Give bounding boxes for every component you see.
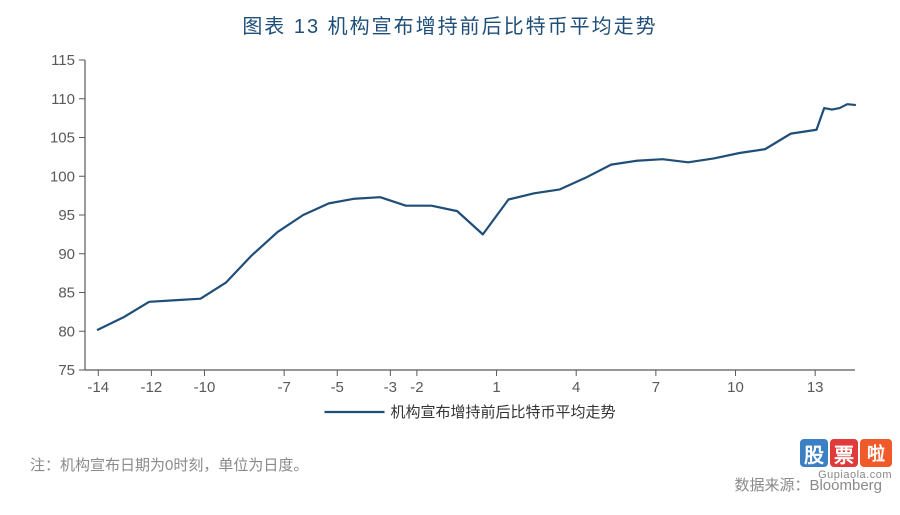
svg-text:95: 95 (58, 207, 75, 224)
svg-text:1: 1 (492, 379, 500, 396)
svg-text:10: 10 (727, 379, 744, 396)
watermark-char-2: 票 (830, 439, 858, 467)
svg-text:85: 85 (58, 285, 75, 302)
series-line (98, 104, 855, 330)
svg-text:90: 90 (58, 246, 75, 263)
svg-text:-5: -5 (331, 379, 344, 396)
svg-text:-2: -2 (410, 379, 423, 396)
chart-footnote: 注：机构宣布日期为0时刻，单位为日度。 (30, 454, 308, 475)
data-source: 数据来源：Bloomberg (734, 474, 882, 495)
svg-text:115: 115 (51, 52, 75, 69)
chart-container: 7580859095100105110115-14-12-10-7-5-3-21… (30, 50, 870, 430)
svg-text:105: 105 (50, 130, 75, 147)
svg-text:13: 13 (807, 379, 824, 396)
line-chart: 7580859095100105110115-14-12-10-7-5-3-21… (30, 50, 870, 430)
svg-text:100: 100 (50, 168, 75, 185)
watermark-char-1: 股 (800, 439, 828, 467)
svg-text:110: 110 (51, 91, 75, 108)
svg-text:-12: -12 (141, 379, 163, 396)
svg-text:-10: -10 (194, 379, 216, 396)
chart-title: 图表 13 机构宣布增持前后比特币平均走势 (0, 0, 900, 39)
svg-text:80: 80 (58, 323, 75, 340)
svg-text:7: 7 (652, 379, 660, 396)
watermark-char-3: 啦 (860, 439, 892, 467)
svg-text:-7: -7 (277, 379, 290, 396)
svg-text:-14: -14 (87, 379, 109, 396)
legend-label: 机构宣布增持前后比特币平均走势 (391, 404, 616, 421)
svg-text:-3: -3 (384, 379, 397, 396)
svg-text:75: 75 (58, 362, 75, 379)
svg-text:4: 4 (572, 379, 580, 396)
